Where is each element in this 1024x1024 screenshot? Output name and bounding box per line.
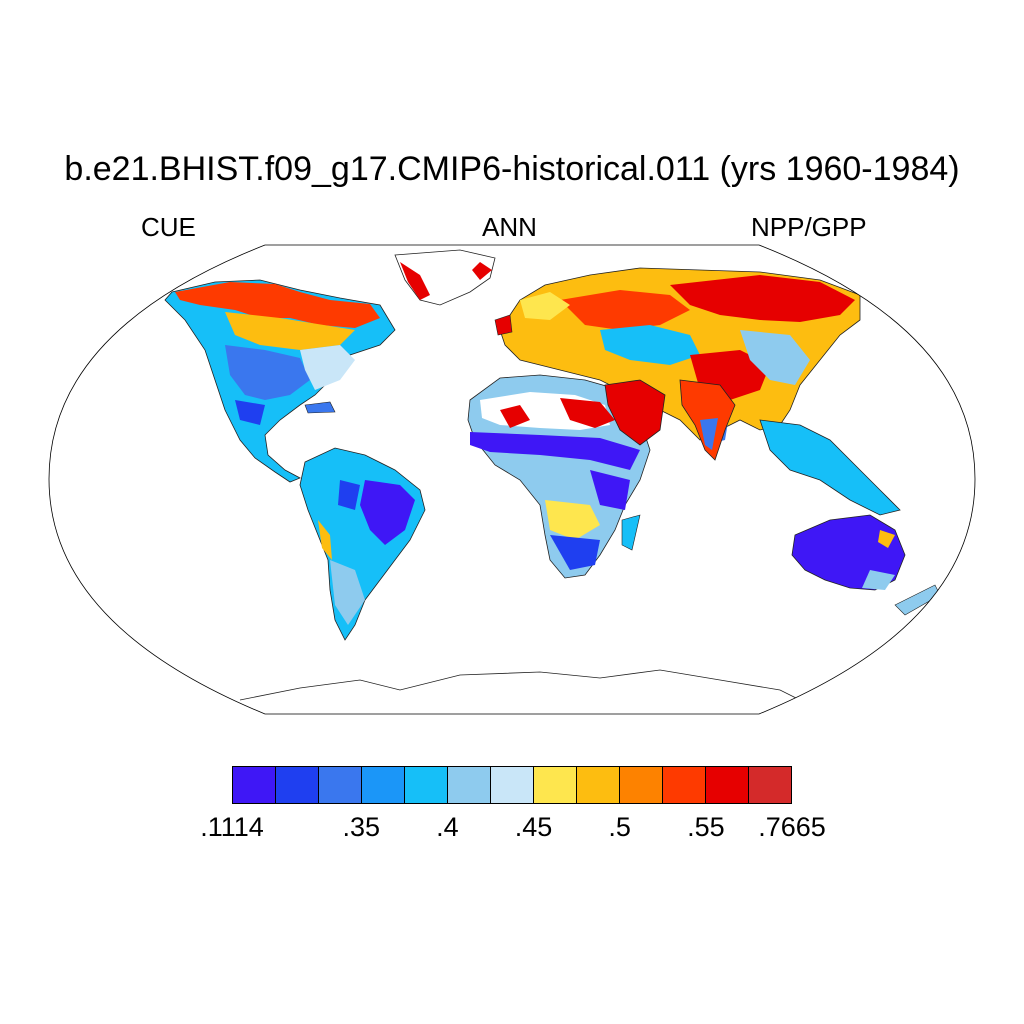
colorbar: [232, 766, 792, 804]
colorbar-swatch: [362, 767, 405, 803]
new-zealand: [894, 584, 941, 616]
colorbar-tick-label: .55: [687, 812, 725, 842]
units-label: NPP/GPP: [751, 212, 867, 242]
colorbar-swatch: [276, 767, 319, 803]
colorbar-swatch: [233, 767, 276, 803]
southeast-asia: [759, 419, 901, 516]
colorbar-tick-label: .1114: [200, 812, 264, 842]
colorbar-tick-label: .7665: [758, 812, 826, 842]
british-isles: [494, 314, 513, 336]
colorbar-tick-label: .5: [608, 812, 631, 842]
arabian-peninsula: [604, 379, 666, 446]
globe-outline: [48, 244, 976, 715]
colorbar-swatch: [491, 767, 534, 803]
colorbar-swatch: [706, 767, 749, 803]
colorbar-swatch: [405, 767, 448, 803]
plot-title: b.e21.BHIST.f09_g17.CMIP6-historical.011…: [64, 150, 960, 188]
colorbar-tick-label: .4: [436, 812, 459, 842]
colorbar-swatch: [749, 767, 791, 803]
colorbar-tick-label: .35: [342, 812, 380, 842]
colorbar-swatch: [534, 767, 577, 803]
colorbar-swatch: [577, 767, 620, 803]
colorbar-tick-label: .45: [514, 812, 553, 842]
colorbar-swatch: [663, 767, 706, 803]
madagascar: [621, 514, 641, 551]
south-america: [299, 447, 426, 641]
season-label: ANN: [482, 212, 537, 242]
cuba: [304, 401, 336, 414]
antarctica: [239, 669, 801, 701]
colorbar-swatch: [319, 767, 362, 803]
variable-label: CUE: [141, 212, 196, 242]
colorbar-swatch: [448, 767, 491, 803]
land-data-layer: [164, 249, 941, 701]
colorbar-swatch: [620, 767, 663, 803]
